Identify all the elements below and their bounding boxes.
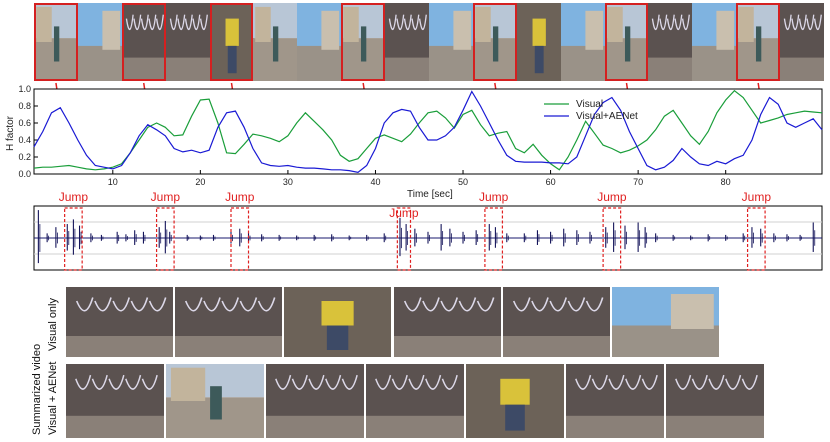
highlighted-frame-border <box>209 3 254 81</box>
jump-label: Jump <box>225 190 255 204</box>
visual-aenet-label: Visual + AENet <box>47 361 59 435</box>
x-axis-label: Time [sec] <box>407 189 453 200</box>
top-frame-thumbnail <box>516 3 562 81</box>
y-tick-label: 0.4 <box>18 135 31 145</box>
y-tick-label: 0.0 <box>18 169 31 179</box>
summary-frame-thumbnail <box>502 287 610 357</box>
summary-frame-thumbnail <box>266 364 364 438</box>
top-frame-thumbnail <box>736 3 781 81</box>
summary-frame-thumbnail <box>466 364 564 438</box>
jump-label: Jump <box>479 190 509 204</box>
highlighted-frame-border <box>736 3 781 81</box>
top-frame-thumbnail <box>121 3 167 81</box>
x-tick-label: 30 <box>283 177 293 187</box>
jump-label: Jump <box>597 190 627 204</box>
top-frame-thumbnail <box>780 3 825 81</box>
y-tick-label: 0.6 <box>18 118 31 128</box>
top-frame-thumbnail <box>560 3 606 81</box>
top-frame-strip <box>34 3 825 81</box>
x-tick-label: 50 <box>458 177 468 187</box>
x-tick-label: 60 <box>546 177 556 187</box>
summary-frame-thumbnail <box>66 364 164 438</box>
highlighted-frame-border <box>472 3 517 81</box>
highlighted-frame-border <box>34 3 78 81</box>
series-visual-line <box>33 89 823 171</box>
visual-only-label: Visual only <box>47 298 59 351</box>
jump-label: Jump <box>742 190 772 204</box>
y-axis: 0.0 0.2 0.4 0.6 0.8 1.0 <box>18 84 38 179</box>
y-tick-label: 0.8 <box>18 101 31 111</box>
x-tick-label: 80 <box>721 177 731 187</box>
y-tick-label: 1.0 <box>18 84 31 94</box>
top-frame-thumbnail <box>429 3 474 81</box>
series-visual-aenet-line <box>33 90 823 173</box>
jump-label: Jump <box>151 190 181 204</box>
top-frame-thumbnail <box>385 3 430 81</box>
top-frame-thumbnail <box>297 3 342 81</box>
jump-label: Jump <box>59 190 89 204</box>
summary-frame-thumbnail <box>393 287 501 357</box>
top-frame-thumbnail <box>34 3 79 81</box>
y-tick-label: 0.2 <box>18 152 31 162</box>
summary-visual-aenet-row <box>65 364 765 438</box>
summary-frame-thumbnail <box>611 287 719 357</box>
summary-frame-thumbnail <box>366 364 464 438</box>
legend-label-visual: Visual <box>576 99 603 110</box>
x-tick-label: 20 <box>195 177 205 187</box>
summarized-video-label: Summarized video <box>31 343 43 435</box>
jump-marker <box>396 207 412 271</box>
jump-label: Jump <box>389 206 419 220</box>
top-frame-thumbnail <box>604 3 649 81</box>
x-axis: 10 20 30 40 50 60 70 80 <box>108 170 731 187</box>
summary-frame-thumbnail <box>175 287 283 357</box>
summary-visual-only-row <box>65 287 720 357</box>
top-frame-thumbnail <box>209 3 254 81</box>
top-frame-thumbnail <box>165 3 211 81</box>
h-factor-chart: 0.0 0.2 0.4 0.6 0.8 1.0 10 20 30 40 50 60 70 80 Visu… <box>5 82 823 271</box>
summary-frame-thumbnail <box>166 364 264 438</box>
top-frame-thumbnail <box>341 3 386 81</box>
summary-frame-thumbnail <box>66 287 174 357</box>
top-frame-thumbnail <box>253 3 298 81</box>
y-axis-label: H factor <box>5 115 16 151</box>
top-frame-thumbnail <box>648 3 693 81</box>
legend-label-visual-aenet: Visual+AENet <box>576 111 638 122</box>
jump-markers: Jump Jump Jump Jump Jump Jump Jump <box>59 190 772 271</box>
summary-frame-thumbnail <box>666 364 764 438</box>
highlighted-frame-border <box>604 3 649 81</box>
x-tick-label: 10 <box>108 177 118 187</box>
highlighted-frame-border <box>341 3 386 81</box>
top-frame-thumbnail <box>472 3 518 81</box>
legend: Visual Visual+AENet <box>544 99 638 122</box>
top-frame-thumbnail <box>692 3 737 81</box>
summary-frame-thumbnail <box>566 364 664 438</box>
x-tick-label: 40 <box>370 177 380 187</box>
plot-area <box>33 88 823 175</box>
x-tick-label: 70 <box>633 177 643 187</box>
audio-waveform <box>37 210 816 264</box>
top-frame-thumbnail <box>77 3 123 81</box>
highlighted-frame-border <box>121 3 166 81</box>
summary-frame-thumbnail <box>284 287 392 357</box>
